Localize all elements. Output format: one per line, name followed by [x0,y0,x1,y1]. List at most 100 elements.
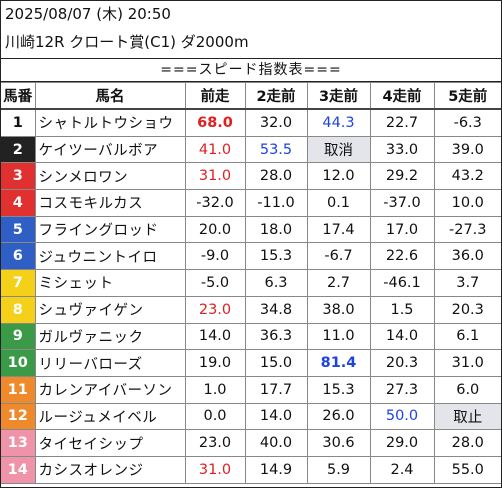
index-4th-cell: -46.1 [369,269,435,297]
table-row: 4 コスモキルカス -32.0 -11.0 0.1 -37.0 10.0 [1,189,501,217]
horse-number-badge: 9 [1,322,36,351]
horse-name: ガルヴァニック [34,322,186,351]
horse-number-badge: 4 [1,189,36,217]
horse-name: ジュウニントイロ [34,242,186,271]
index-last-cell: -5.0 [184,269,246,297]
col-header-last: 前走 [184,82,246,110]
index-4th-cell: 29.2 [369,162,435,191]
table-row: 7 ミシェット -5.0 6.3 2.7 -46.1 3.7 [1,269,501,297]
table-row: 6 ジュウニントイロ -9.0 15.3 -6.7 22.6 36.0 [1,242,501,271]
col-header-name: 馬名 [34,82,186,110]
index-5th-cell: 55.0 [433,455,501,484]
index-3rd-cell: 81.4 [306,349,371,377]
index-2nd-cell: 15.3 [244,242,308,271]
index-3rd-cell: 30.6 [306,429,371,457]
index-2nd-cell: 40.0 [244,429,308,457]
table-row: 8 シュヴァイゲン 23.0 34.8 38.0 1.5 20.3 [1,295,501,324]
col-header-number: 馬番 [1,82,36,110]
horse-name: リリーバローズ [34,349,186,377]
index-last-cell: 31.0 [184,455,246,484]
index-2nd-cell: 36.3 [244,322,308,351]
horse-name: ミシェット [34,269,186,297]
index-5th-cell: 10.0 [433,189,501,217]
table-row: 12 ルージュメイベル 0.0 14.0 26.0 50.0 取止 [1,402,501,431]
horse-number-badge: 11 [1,375,36,404]
index-2nd-cell: 53.5 [244,135,308,164]
index-5th-cell: 36.0 [433,242,501,271]
index-2nd-cell: 18.0 [244,215,308,244]
table-row: 1 シャトルトウショウ 68.0 32.0 44.3 22.7 -6.3 [1,108,501,137]
index-last-cell: -32.0 [184,189,246,217]
horse-name: コスモキルカス [34,189,186,217]
index-4th-cell: 2.4 [369,455,435,484]
index-last-cell: 31.0 [184,162,246,191]
header-row: 馬番 馬名 前走 2走前 3走前 4走前 5走前 [1,82,501,110]
horse-number-badge: 13 [1,429,36,457]
table-row: 14 カシスオレンジ 31.0 14.9 5.9 2.4 55.0 [1,455,501,484]
index-last-cell: 1.0 [184,375,246,404]
index-3rd-cell: 17.4 [306,215,371,244]
index-5th-cell: 28.0 [433,429,501,457]
index-2nd-cell: 32.0 [244,108,308,137]
speed-index-table: 馬番 馬名 前走 2走前 3走前 4走前 5走前 1 シャトルトウショウ 68.0 3… [1,82,501,484]
table-row: 2 ケイツーバルボア 41.0 53.5 取消 33.0 39.0 [1,135,501,164]
index-2nd-cell: 14.0 [244,402,308,431]
index-last-cell: -9.0 [184,242,246,271]
index-last-cell: 68.0 [184,108,246,137]
index-4th-cell: 22.7 [369,108,435,137]
table-row: 3 シンメロワン 31.0 28.0 12.0 29.2 43.2 [1,162,501,191]
horse-name: タイセイシップ [34,429,186,457]
date-line: 2025/08/07 (木) 20:50 [5,5,171,23]
horse-number-badge: 5 [1,215,36,244]
index-3rd-cell: 44.3 [306,108,371,137]
index-5th-cell: 取止 [433,402,501,431]
horse-number-badge: 14 [1,455,36,484]
index-2nd-cell: 34.8 [244,295,308,324]
index-5th-cell: 6.0 [433,375,501,404]
index-2nd-cell: 6.3 [244,269,308,297]
table-row: 9 ガルヴァニック 14.0 36.3 11.0 14.0 6.1 [1,322,501,351]
horse-number-badge: 2 [1,135,36,164]
index-5th-cell: 6.1 [433,322,501,351]
index-5th-cell: 39.0 [433,135,501,164]
horse-name: シャトルトウショウ [34,108,186,137]
horse-name: カレンアイバーソン [34,375,186,404]
index-2nd-cell: 17.7 [244,375,308,404]
index-3rd-cell: 取消 [306,135,371,164]
index-3rd-cell: 2.7 [306,269,371,297]
index-last-cell: 23.0 [184,295,246,324]
horse-name: カシスオレンジ [34,455,186,484]
horse-name: シンメロワン [34,162,186,191]
index-4th-cell: 33.0 [369,135,435,164]
col-header-5th: 5走前 [433,82,501,110]
table-row: 10 リリーバローズ 19.0 15.0 81.4 20.3 31.0 [1,349,501,377]
horse-number-badge: 12 [1,402,36,431]
index-last-cell: 0.0 [184,402,246,431]
horse-number-badge: 8 [1,295,36,324]
col-header-4th: 4走前 [369,82,435,110]
horse-number-badge: 3 [1,162,36,191]
index-3rd-cell: 12.0 [306,162,371,191]
horse-name: ケイツーバルボア [34,135,186,164]
index-last-cell: 19.0 [184,349,246,377]
index-4th-cell: 14.0 [369,322,435,351]
col-header-2nd: 2走前 [244,82,308,110]
index-5th-cell: -27.3 [433,215,501,244]
index-last-cell: 14.0 [184,322,246,351]
horse-number-badge: 7 [1,269,36,297]
index-2nd-cell: 28.0 [244,162,308,191]
index-3rd-cell: 0.1 [306,189,371,217]
index-4th-cell: 20.3 [369,349,435,377]
table-row: 13 タイセイシップ 23.0 40.0 30.6 29.0 28.0 [1,429,501,457]
index-3rd-cell: 11.0 [306,322,371,351]
index-3rd-cell: -6.7 [306,242,371,271]
index-5th-cell: 31.0 [433,349,501,377]
index-2nd-cell: 14.9 [244,455,308,484]
index-3rd-cell: 15.3 [306,375,371,404]
index-4th-cell: 29.0 [369,429,435,457]
index-last-cell: 23.0 [184,429,246,457]
index-4th-cell: 22.6 [369,242,435,271]
index-4th-cell: 17.0 [369,215,435,244]
index-last-cell: 41.0 [184,135,246,164]
